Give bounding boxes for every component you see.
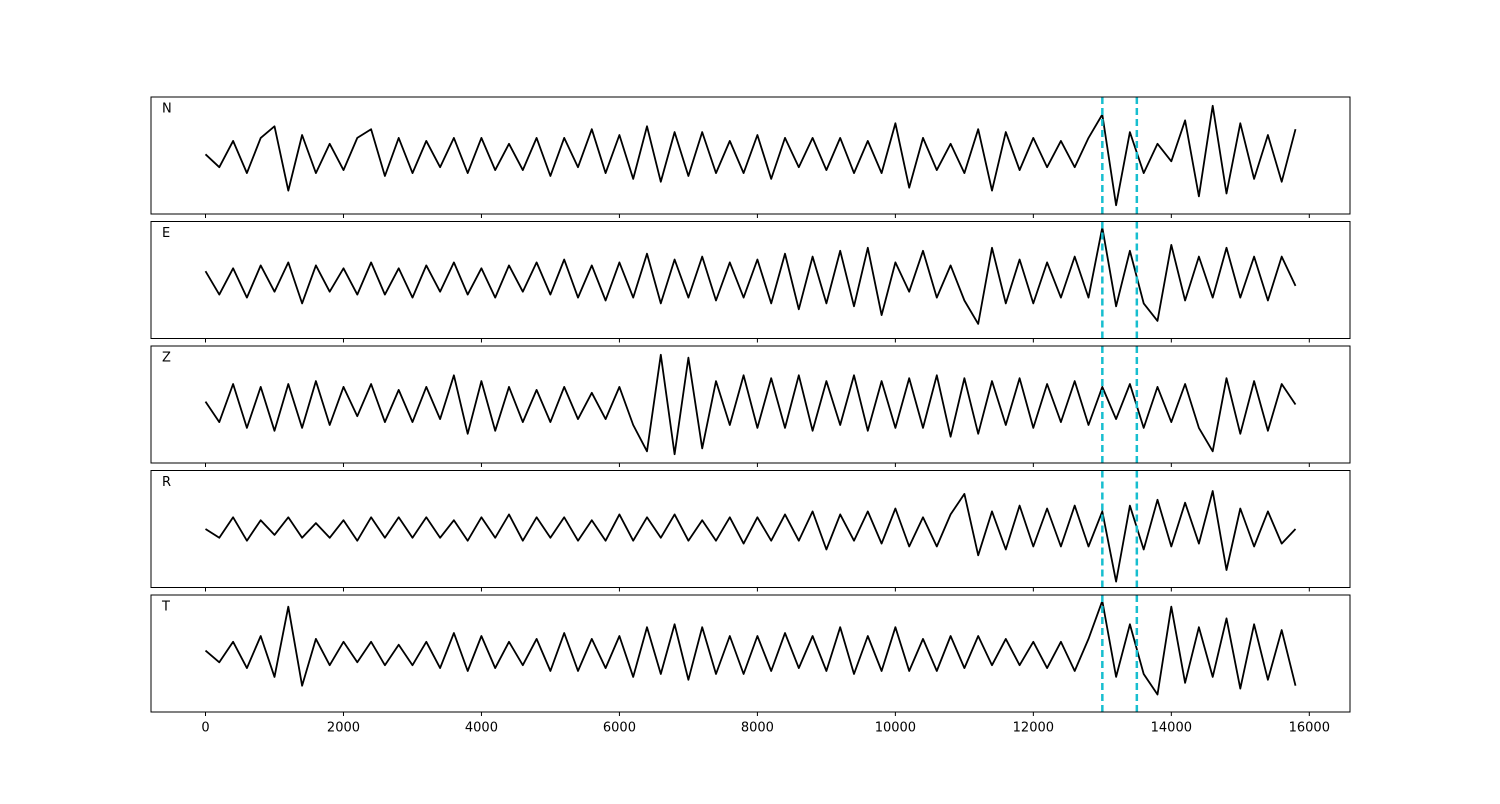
panel-frame	[150, 96, 1351, 215]
x-tick-label: 16000	[1289, 721, 1330, 736]
panel-label: N	[162, 102, 172, 117]
panel-label: R	[162, 475, 171, 490]
x-tick-label: 4000	[465, 721, 498, 736]
trace	[204, 600, 1297, 696]
panel-label: E	[162, 226, 170, 241]
panel-frame	[150, 221, 1351, 339]
x-tick-label: 14000	[1151, 721, 1192, 736]
x-tick-label: 6000	[603, 721, 636, 736]
trace	[204, 226, 1297, 325]
trace	[204, 353, 1297, 456]
x-tick-label: 10000	[875, 721, 916, 736]
panel-label: Z	[162, 351, 171, 366]
x-tick-label: 2000	[327, 721, 360, 736]
x-tick-label: 0	[201, 721, 209, 736]
trace	[204, 104, 1297, 207]
x-tick-label: 12000	[1013, 721, 1054, 736]
panel-label: T	[161, 600, 170, 615]
panel-frame	[150, 594, 1351, 713]
panel-frame	[150, 470, 1351, 588]
panel-frame	[150, 345, 1351, 464]
trace	[205, 490, 1297, 583]
x-tick-label: 8000	[741, 721, 774, 736]
